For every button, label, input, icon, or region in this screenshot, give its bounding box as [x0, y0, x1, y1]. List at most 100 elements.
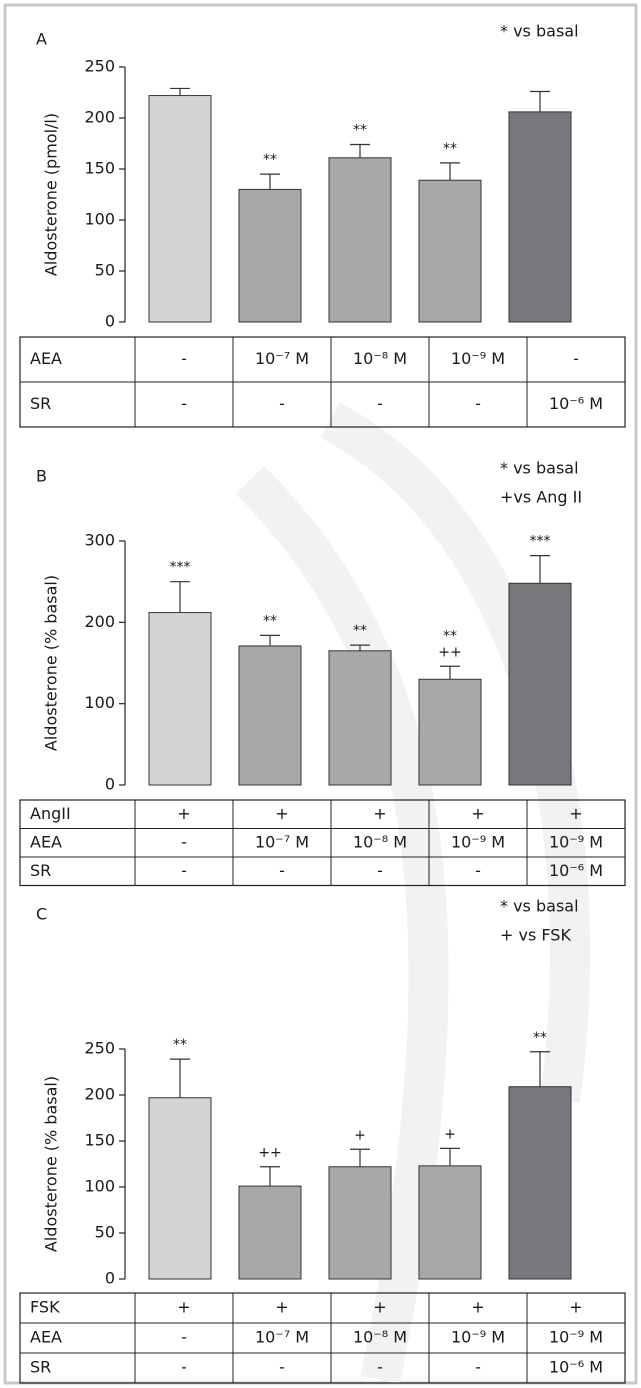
y-tick-label: 50	[95, 261, 115, 280]
bar	[239, 189, 301, 322]
table-border	[20, 800, 625, 886]
error-bar	[170, 88, 190, 95]
significance-label: **	[353, 123, 367, 139]
table-cell: 10⁻⁶ M	[549, 1358, 603, 1377]
table-cell: -	[377, 394, 383, 413]
error-bar	[530, 556, 550, 584]
note: + vs FSK	[500, 926, 571, 945]
significance-label: ++	[438, 644, 461, 660]
y-tick-label: 100	[84, 1177, 115, 1196]
table-cell: -	[181, 394, 187, 413]
significance-label: **	[443, 141, 457, 157]
significance-label: ***	[170, 560, 191, 576]
y-tick-label: 100	[84, 210, 115, 229]
row-label: AEA	[30, 832, 62, 851]
table-cell: -	[279, 1358, 285, 1377]
table-cell: +	[569, 804, 582, 823]
table-border	[20, 1293, 625, 1383]
error-bar	[170, 1059, 190, 1098]
note: * vs basal	[500, 897, 579, 916]
y-tick-label: 200	[84, 1085, 115, 1104]
y-tick-label: 150	[84, 159, 115, 178]
error-bar	[440, 1148, 460, 1165]
table-cell: 10⁻⁸ M	[353, 1328, 407, 1347]
row-label: AEA	[30, 1328, 62, 1347]
significance-label: **	[263, 152, 277, 168]
table-cell: +	[177, 804, 190, 823]
y-tick-label: 50	[95, 1223, 115, 1242]
table-cell: -	[475, 394, 481, 413]
error-bar	[170, 582, 190, 613]
significance-label: +	[354, 1127, 366, 1143]
bar	[329, 651, 391, 785]
bar	[509, 583, 571, 785]
table-cell: -	[181, 832, 187, 851]
error-bar	[260, 635, 280, 646]
table-cell: 10⁻⁶ M	[549, 861, 603, 880]
table-cell: -	[279, 394, 285, 413]
table-cell: -	[181, 1328, 187, 1347]
table-cell: +	[471, 1298, 484, 1317]
y-tick-label: 0	[105, 1269, 115, 1288]
significance-label: **	[443, 628, 457, 644]
row-label: FSK	[30, 1298, 60, 1317]
bar	[149, 613, 211, 785]
row-label: SR	[30, 1358, 51, 1377]
table-cell: +	[275, 804, 288, 823]
table-cell: 10⁻⁹ M	[549, 1328, 603, 1347]
y-tick-label: 250	[84, 57, 115, 76]
table-cell: -	[377, 1358, 383, 1377]
y-tick-label: 0	[105, 775, 115, 794]
table-cell: -	[377, 861, 383, 880]
note: * vs basal	[500, 22, 579, 41]
bar	[419, 1166, 481, 1279]
significance-label: **	[263, 613, 277, 629]
y-axis-label: Aldosterone (pmol/l)	[42, 113, 61, 276]
row-label: AEA	[30, 349, 62, 368]
panel-label: C	[36, 905, 47, 924]
y-axis-label: Aldosterone (% basal)	[42, 575, 61, 751]
error-bar	[350, 145, 370, 158]
bar	[509, 112, 571, 322]
note: +vs Ang II	[500, 488, 582, 507]
table-cell: 10⁻⁷ M	[255, 832, 309, 851]
table-cell: +	[373, 804, 386, 823]
table-cell: 10⁻⁹ M	[549, 832, 603, 851]
table-cell: -	[181, 1358, 187, 1377]
table-cell: -	[181, 349, 187, 368]
figure: A* vs basalAldosterone (pmol/l)050100150…	[0, 0, 641, 1388]
significance-label: **	[353, 623, 367, 639]
bar	[329, 158, 391, 322]
bar	[149, 1098, 211, 1279]
table-cell: 10⁻⁹ M	[451, 1328, 505, 1347]
bar	[239, 646, 301, 785]
table-cell: +	[275, 1298, 288, 1317]
error-bar	[440, 163, 460, 180]
table-cell: -	[475, 861, 481, 880]
table-cell: +	[373, 1298, 386, 1317]
table-cell: 10⁻⁷ M	[255, 1328, 309, 1347]
bar	[149, 96, 211, 322]
significance-label: +	[444, 1126, 456, 1142]
table-cell: -	[573, 349, 579, 368]
table-cell: 10⁻⁹ M	[451, 832, 505, 851]
error-bar	[350, 1149, 370, 1166]
y-tick-label: 0	[105, 312, 115, 331]
table-cell: -	[181, 861, 187, 880]
y-tick-label: 100	[84, 693, 115, 712]
significance-label: ***	[530, 534, 551, 550]
y-tick-label: 300	[84, 531, 115, 550]
y-axis-label: Aldosterone (% basal)	[42, 1076, 61, 1252]
table-cell: +	[177, 1298, 190, 1317]
table-cell: 10⁻⁸ M	[353, 349, 407, 368]
error-bar	[530, 91, 550, 111]
error-bar	[260, 1167, 280, 1186]
table-cell: +	[569, 1298, 582, 1317]
table-cell: 10⁻⁹ M	[451, 349, 505, 368]
y-tick-label: 200	[84, 108, 115, 127]
significance-label: ++	[258, 1145, 281, 1161]
table-cell: -	[475, 1358, 481, 1377]
table-cell: -	[279, 861, 285, 880]
error-bar	[260, 174, 280, 189]
error-bar	[440, 666, 460, 679]
